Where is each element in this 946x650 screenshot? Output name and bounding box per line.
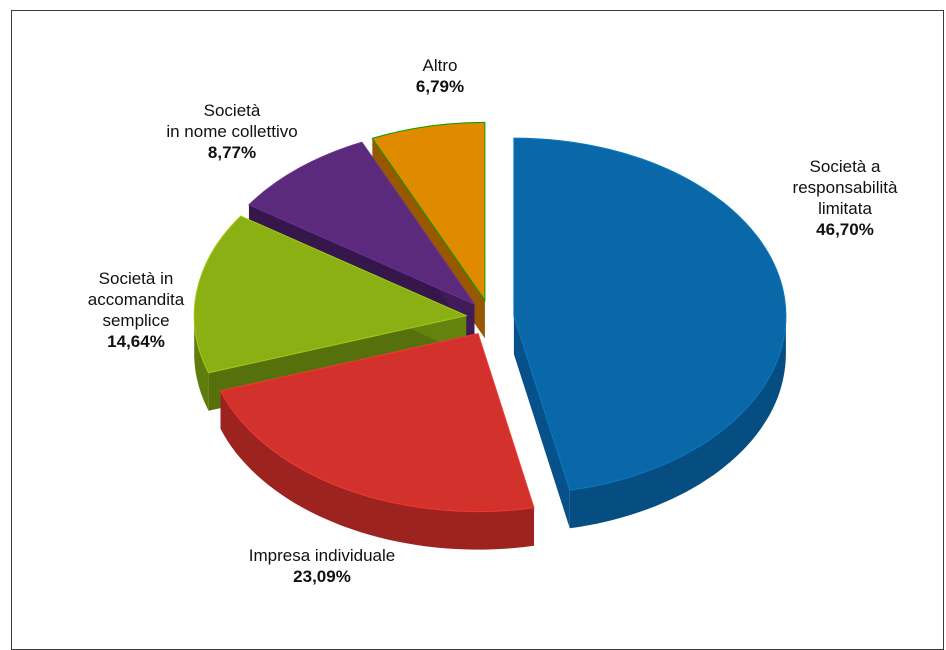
- label-srl: Società a responsabilità limitata 46,70%: [770, 156, 920, 240]
- label-snc: Società in nome collettivo 8,77%: [132, 100, 332, 163]
- slice-label-name: Impresa individuale: [248, 546, 396, 565]
- slice-sas: [193, 215, 468, 374]
- slice-label-value: 8,77%: [207, 143, 257, 162]
- slice-label-name: Società in nome collettivo: [166, 101, 298, 141]
- slice-label-name: Società in accomandita semplice: [87, 269, 185, 330]
- slice-srl-wall: [569, 316, 786, 529]
- slice-srl-cut-face: [513, 316, 570, 529]
- label-sas: Società in accomandita semplice 14,64%: [66, 268, 206, 352]
- label-impresa-individuale: Impresa individuale 23,09%: [222, 545, 422, 587]
- slice-label-name: Altro: [422, 56, 458, 75]
- slice-impresa-individuale: [219, 333, 535, 513]
- label-altro: Altro 6,79%: [390, 55, 490, 97]
- slice-label-value: 23,09%: [293, 567, 351, 586]
- slice-label-value: 6,79%: [415, 77, 465, 96]
- slice-impresa-individuale-wall: [220, 390, 534, 550]
- slice-snc: [248, 141, 476, 306]
- slice-label-value: 14,64%: [107, 332, 165, 351]
- pie-tops: [193, 121, 787, 513]
- slice-label-name: Società a responsabilità limitata: [792, 157, 898, 218]
- pie-chart: [193, 121, 787, 550]
- slice-label-value: 46,70%: [816, 220, 874, 239]
- slice-sas-wall: [194, 315, 209, 411]
- slice-srl: [513, 137, 787, 491]
- slice-altro: [371, 121, 486, 303]
